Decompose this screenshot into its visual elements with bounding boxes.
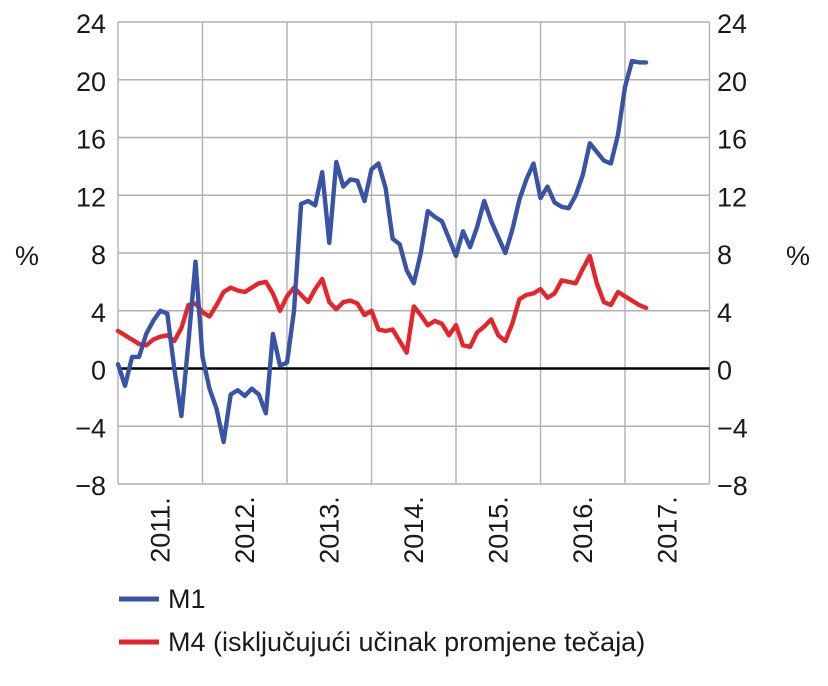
y-tick-right-neg8: −8 xyxy=(717,471,748,501)
x-tick-2012: 2012. xyxy=(230,496,260,564)
y-tick-left-20: 20 xyxy=(76,67,106,97)
x-tick-2015: 2015. xyxy=(483,496,513,564)
series-line-m4 xyxy=(115,253,649,355)
y-tick-left-8: 8 xyxy=(91,240,106,270)
legend: M1 M4 (isključujući učinak promjene teča… xyxy=(119,584,645,657)
x-tick-2011: 2011. xyxy=(145,497,175,563)
y-axis-unit-right: % xyxy=(786,241,810,271)
y-axis-unit-left: % xyxy=(15,241,39,271)
legend-label-m4: M4 (isključujući učinak promjene tečaja) xyxy=(168,627,645,657)
y-tick-left-24: 24 xyxy=(76,9,106,39)
series-line-m1 xyxy=(115,58,649,445)
x-tick-2014: 2014. xyxy=(399,496,429,564)
y-tick-right-0: 0 xyxy=(717,356,732,386)
x-tick-2013: 2013. xyxy=(314,496,344,564)
x-axis: 2011. 2012. 2013. 2014. 2015. 2016. 2017… xyxy=(145,496,682,564)
x-tick-2016: 2016. xyxy=(568,496,598,564)
y-tick-left-neg4: −4 xyxy=(75,413,106,443)
y-tick-right-4: 4 xyxy=(717,298,732,328)
y-tick-left-16: 16 xyxy=(76,125,106,155)
y-tick-right-16: 16 xyxy=(717,125,747,155)
y-tick-left-12: 12 xyxy=(76,182,106,212)
y-tick-right-neg4: −4 xyxy=(717,413,748,443)
y-tick-right-8: 8 xyxy=(717,240,732,270)
y-tick-left-0: 0 xyxy=(91,356,106,386)
y-tick-left-neg8: −8 xyxy=(75,471,106,501)
x-tick-2017: 2017. xyxy=(652,496,682,564)
y-axis-left: 24 20 16 12 8 4 0 −4 −8 xyxy=(75,9,106,501)
legend-label-m1: M1 xyxy=(168,584,206,614)
y-tick-right-20: 20 xyxy=(717,67,747,97)
data-series xyxy=(115,58,649,445)
y-tick-left-4: 4 xyxy=(91,298,106,328)
gridlines xyxy=(117,21,711,485)
y-tick-right-24: 24 xyxy=(717,9,747,39)
y-axis-right: 24 20 16 12 8 4 0 −4 −8 xyxy=(717,9,748,501)
y-tick-right-12: 12 xyxy=(717,182,747,212)
